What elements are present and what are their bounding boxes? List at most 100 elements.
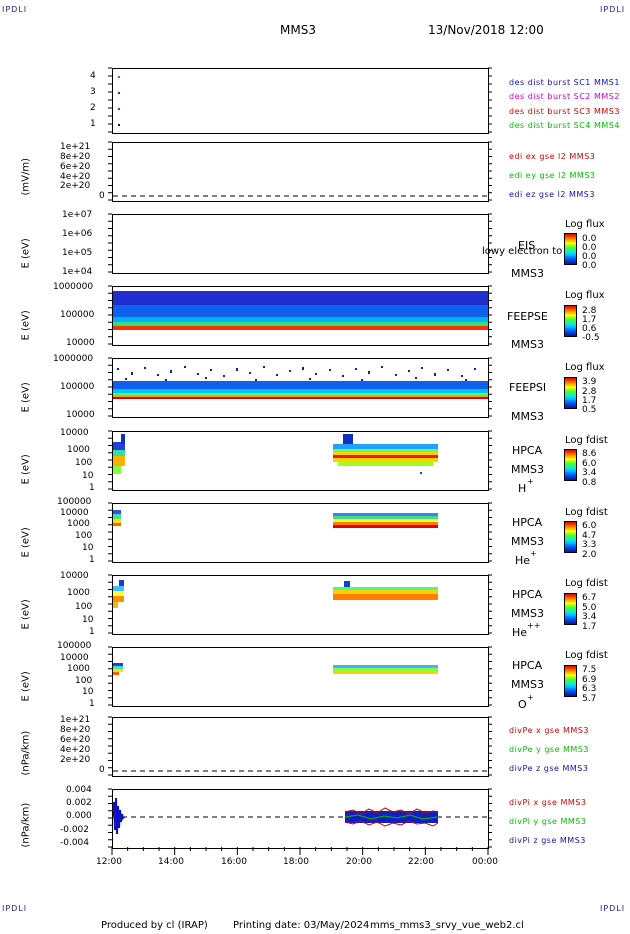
eis-instrument-label: EIS	[518, 239, 536, 252]
corner-label-top-left: IPDLI	[2, 5, 28, 14]
hpca-o-ytick-1e0: 1	[89, 699, 95, 709]
hpca-o-ytick-1e4: 10000	[60, 653, 89, 663]
hpca-he-ylabel: E (eV)	[20, 527, 32, 558]
feepse-band-low	[113, 326, 488, 330]
feepse-cbar-tick-1: 2.8	[582, 306, 597, 316]
feepsi-band-lowest	[113, 397, 488, 399]
feepse-spacecraft-label: MMS3	[511, 338, 544, 351]
hpca-h-species: H	[518, 482, 527, 495]
burst-ytick-3: 3	[90, 87, 96, 97]
hpca-o-colorbar	[564, 665, 577, 697]
burst-mark-mms1	[118, 124, 120, 126]
hpca-he2-cbar-tick-1: 6.7	[582, 593, 597, 603]
eis-ytick-1e4: 1e+04	[62, 267, 93, 277]
hpca-h-charge: +	[527, 477, 534, 486]
corner-label-top-right: IPDLI	[600, 5, 626, 14]
hpca-he2-colorbar	[564, 593, 577, 625]
divpi-ytick-0.002: 0.002	[66, 798, 92, 808]
burst-markers	[118, 76, 120, 126]
hpca-o-ytick-1e3: 1000	[67, 664, 90, 674]
divpe-ytick-8e20: 8e+20	[60, 725, 91, 735]
hpca-o-instrument-label: HPCA	[512, 659, 543, 672]
divpi-ylabel: (nPa/km)	[20, 802, 32, 848]
hpca-he-colorbar	[564, 521, 577, 553]
hpca-he2-ytick-1e1: 10	[82, 615, 94, 625]
feepse-colorbar	[564, 305, 577, 337]
time-tick-0000: 00:00	[472, 857, 498, 867]
eis-product-label: lowy electron to	[482, 246, 563, 257]
feepsi-band-mid	[113, 389, 488, 393]
edi-ytick-6e20: 6e+20	[60, 162, 91, 172]
hpca-h-ytick-1e3: 1000	[67, 445, 90, 455]
hpca-he-cbar-tick-3: 3.3	[582, 540, 597, 550]
burst-legend-mms1: des dist burst SC1 MMS1	[509, 78, 620, 87]
divpe-ytick-0: 0	[99, 765, 105, 775]
edi-zero-line	[113, 195, 488, 197]
time-tick-2200: 22:00	[408, 857, 434, 867]
feepse-band-midlow	[113, 322, 488, 326]
hpca-h-ytick-1e2: 100	[75, 458, 93, 468]
hpca-h-panel	[112, 431, 489, 491]
hpca-h-ytick-1e0: 1	[89, 483, 95, 493]
eis-cbar-tick-2: 0.0	[582, 243, 597, 253]
hpca-o-ytick-1e1: 10	[82, 687, 94, 697]
eis-cbar-tick-4: 0.0	[582, 261, 597, 271]
hpca-o-charge: +	[527, 693, 534, 702]
eis-ylabel: E (eV)	[20, 238, 32, 269]
feepsi-instrument-label: FEEPSI	[509, 381, 547, 394]
divpi-ytick-neg0.002: -0.002	[60, 825, 90, 835]
eis-cbar-tick-3: 0.0	[582, 252, 597, 262]
eis-colorbar	[564, 233, 577, 265]
time-tick-2000: 20:00	[346, 857, 372, 867]
eis-ytick-1e7: 1e+07	[62, 210, 93, 220]
hpca-he2-panel	[112, 575, 489, 635]
feepsi-ytick-1e6: 1000000	[53, 354, 94, 364]
hpca-he-panel	[112, 503, 489, 563]
hpca-h-ytick-1e4: 10000	[60, 428, 89, 438]
feepsi-colorbar	[564, 377, 577, 409]
hpca-he2-species: He	[512, 626, 528, 639]
hpca-h-cbar-tick-1: 8.6	[582, 449, 597, 459]
feepsi-cbar-title: Log flux	[565, 362, 605, 373]
hpca-h-colorbar	[564, 449, 577, 481]
corner-label-bottom-right: IPDLI	[600, 904, 626, 913]
hpca-o-cbar-tick-4: 5.7	[582, 694, 597, 704]
footer-script-name: mms_mms3_srvy_vue_web2.cl	[370, 920, 524, 931]
hpca-he-cbar-tick-1: 6.0	[582, 521, 597, 531]
time-tick-1600: 16:00	[221, 857, 247, 867]
hpca-he2-spectrogram	[113, 580, 438, 608]
hpca-he2-ytick-1e2: 100	[75, 602, 93, 612]
edi-ytick-0: 0	[99, 191, 105, 201]
feepsi-ytick-1e5: 100000	[60, 382, 95, 392]
feepsi-cbar-tick-2: 2.8	[582, 387, 597, 397]
hpca-he-species: He	[515, 554, 531, 567]
edi-ytick-2e20: 2e+20	[60, 181, 91, 191]
hpca-he2-charge: ++	[527, 621, 541, 630]
divpi-ytick-0.004: 0.004	[66, 785, 92, 795]
hpca-h-cbar-tick-3: 3.4	[582, 468, 597, 478]
edi-legend-x: edi ex gse l2 MMS3	[509, 152, 596, 161]
time-tick-1800: 18:00	[283, 857, 309, 867]
hpca-he-spectrogram	[113, 510, 438, 528]
feepsi-band-midlow	[113, 393, 488, 395]
burst-panel	[112, 68, 489, 134]
hpca-he2-ytick-1e3: 1000	[67, 588, 90, 598]
time-tick-1400: 14:00	[158, 857, 184, 867]
footer-printing-date: Printing date: 03/May/2024	[233, 920, 370, 931]
feepsi-ylabel: E (eV)	[20, 382, 32, 413]
eis-panel	[112, 214, 489, 274]
feepsi-band-high	[113, 381, 488, 389]
burst-legend-mms4: des dist burst SC4 MMS4	[509, 121, 620, 130]
divpe-legend-x: divPe x gse MMS3	[509, 726, 589, 735]
hpca-he-spacecraft-label: MMS3	[511, 535, 544, 548]
hpca-o-spectrogram	[113, 663, 438, 675]
divpi-traces	[113, 797, 488, 835]
edi-ytick-1e21: 1e+21	[60, 142, 91, 152]
hpca-h-instrument-label: HPCA	[512, 444, 543, 457]
hpca-h-cbar-title: Log fdist	[565, 435, 608, 446]
burst-mark-mms3	[118, 92, 120, 94]
burst-legend-mms3: des dist burst SC3 MMS3	[509, 107, 620, 116]
eis-spacecraft-label: MMS3	[511, 267, 544, 280]
feepse-cbar-title: Log flux	[565, 290, 605, 301]
